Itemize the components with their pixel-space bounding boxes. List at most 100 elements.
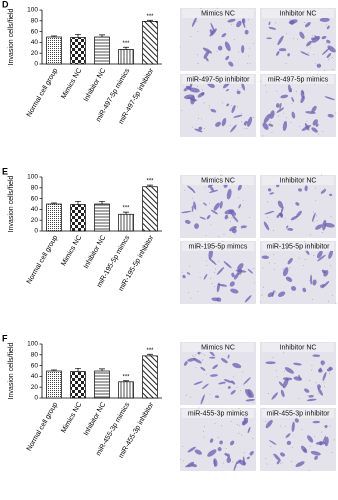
pore <box>316 215 317 217</box>
cell <box>249 451 254 456</box>
cell <box>221 33 227 38</box>
pore <box>311 364 313 366</box>
cell <box>245 398 255 402</box>
significance-label: *** <box>146 14 154 20</box>
pore <box>224 383 226 385</box>
pore <box>220 269 222 271</box>
error-bar <box>75 33 81 38</box>
cell <box>311 35 321 43</box>
cell <box>298 374 301 380</box>
pore <box>304 240 306 242</box>
micrograph-bg <box>260 408 336 471</box>
y-tick-label: 100 <box>27 174 38 181</box>
pore <box>275 290 276 292</box>
pore <box>311 369 313 371</box>
cell <box>286 225 289 229</box>
pore <box>318 392 319 394</box>
cell <box>206 214 211 220</box>
cell <box>217 45 223 51</box>
pore <box>265 85 266 86</box>
bar <box>70 371 86 399</box>
cell <box>247 388 254 398</box>
pore <box>182 445 184 447</box>
cell <box>194 223 199 229</box>
pore <box>330 216 332 218</box>
cell <box>261 255 269 260</box>
pore <box>243 384 245 386</box>
bar <box>118 49 134 65</box>
pore <box>315 199 317 201</box>
pore <box>214 422 216 424</box>
cell <box>203 50 210 59</box>
label-bg <box>262 409 334 418</box>
label-bg <box>182 343 254 352</box>
cell <box>277 35 284 46</box>
cell <box>268 123 274 127</box>
pore <box>272 357 274 359</box>
pore <box>313 54 315 55</box>
pore <box>329 58 330 59</box>
pore <box>317 133 319 135</box>
label-bg <box>182 409 254 418</box>
cell <box>184 94 195 100</box>
pore <box>246 128 248 130</box>
bar <box>118 213 134 232</box>
pore <box>263 286 265 288</box>
cell <box>230 124 237 133</box>
cell <box>233 461 238 472</box>
micrograph: Inhibitor NC <box>260 342 336 405</box>
panel-label: D <box>2 0 9 9</box>
pore <box>231 217 233 219</box>
pore <box>275 22 277 24</box>
cell <box>212 364 219 370</box>
pore <box>291 461 292 462</box>
pore <box>260 301 261 303</box>
pore <box>205 235 207 236</box>
pore <box>321 365 323 367</box>
cell <box>210 108 217 113</box>
micrograph-label: Mimics NC <box>201 10 235 17</box>
cell <box>226 188 232 200</box>
cell <box>218 381 226 385</box>
cell <box>286 440 292 446</box>
pore <box>253 282 255 284</box>
cell <box>191 188 196 194</box>
cell <box>265 361 276 365</box>
pore <box>276 376 278 378</box>
pore <box>287 229 288 231</box>
label-bg <box>262 9 334 18</box>
cell <box>276 107 285 113</box>
cell <box>312 279 317 286</box>
pore <box>295 91 297 92</box>
pore <box>216 50 218 52</box>
cell <box>291 421 295 433</box>
pore <box>266 91 268 93</box>
pore <box>265 421 267 423</box>
pore <box>308 469 310 471</box>
cell <box>300 51 310 56</box>
pore <box>203 425 205 427</box>
micrograph-label: miR-455-3p mimics <box>188 410 249 417</box>
y-tick-label: 40 <box>31 373 39 380</box>
cell <box>237 184 242 191</box>
cell <box>269 192 275 195</box>
pore <box>303 265 305 267</box>
pore <box>333 439 335 441</box>
bar <box>118 381 134 399</box>
pore <box>179 46 181 48</box>
cell <box>229 226 237 232</box>
cell <box>236 20 242 28</box>
cell <box>290 215 298 221</box>
pore <box>240 274 242 276</box>
pore <box>189 265 190 267</box>
pore <box>276 90 278 92</box>
cell <box>214 395 220 399</box>
pore <box>242 199 244 201</box>
pore <box>206 264 208 266</box>
pore <box>208 105 210 106</box>
cell <box>199 216 206 220</box>
micrograph-label: Mimics NC <box>201 177 235 184</box>
cell <box>233 272 240 280</box>
x-tick-label: Normal cell group <box>26 234 60 285</box>
pore <box>199 277 201 279</box>
